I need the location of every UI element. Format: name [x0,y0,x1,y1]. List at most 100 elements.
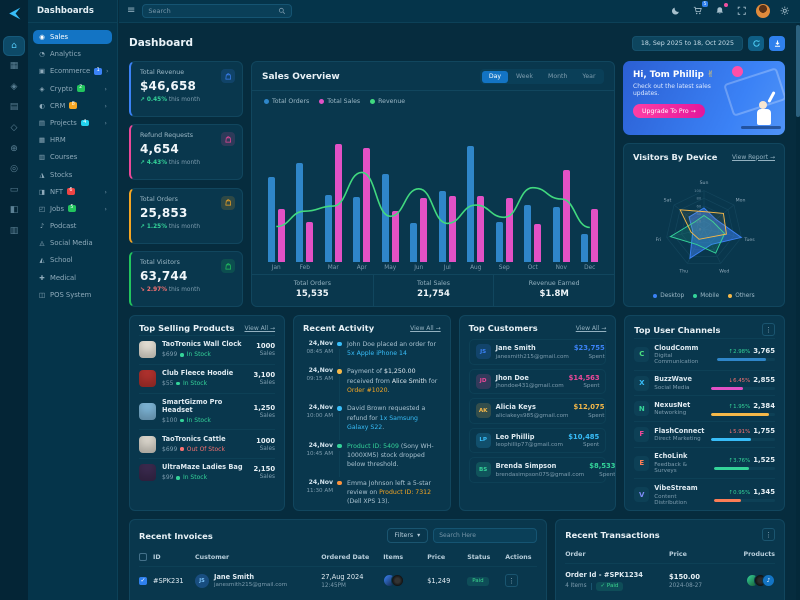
bar-total-sales[interactable] [534,224,542,262]
bar-total-orders[interactable] [524,205,532,262]
date-range-picker[interactable]: 18, Sep 2025 to 18, Oct 2025 [631,35,743,51]
legend-item[interactable]: Desktop [653,293,684,299]
bar-total-orders[interactable] [267,177,275,262]
view-all-link[interactable]: View All → [410,324,441,332]
sidebar-item[interactable]: ◐ CRM 8 › [33,99,112,113]
bar-total-orders[interactable] [353,197,361,262]
period-tab[interactable]: Week [516,73,533,80]
user-avatar[interactable] [756,4,770,18]
legend-item[interactable]: Revenue [370,98,405,105]
bar-total-sales[interactable] [391,211,399,262]
sidebar-item[interactable]: ♪ Podcast [33,219,112,233]
bar-total-sales[interactable] [505,198,513,262]
rail-icon[interactable]: ▭ [4,181,24,199]
kebab-menu-button[interactable]: ⋮ [761,323,775,336]
rail-icon[interactable]: ◎ [4,160,24,178]
sidebar-item[interactable]: ▤ Projects 4 › [33,116,112,130]
rail-icon[interactable]: ⊕ [4,140,24,158]
view-all-link[interactable]: View All → [575,324,607,332]
filters-dropdown[interactable]: Filters ▾ [386,528,429,543]
download-button[interactable] [769,35,785,51]
channel-name: FlashConnect [654,426,705,435]
customer-email: brendasimpson075@gmail.com [495,471,585,478]
sidebar-item[interactable]: ✚ Medical [33,271,112,285]
scrollbar-thumb[interactable] [796,25,800,117]
select-all-checkbox[interactable] [139,553,147,561]
bar-total-sales[interactable] [363,147,371,262]
sidebar-item[interactable]: ◬ Social Media [33,236,112,250]
rail-icon[interactable]: ◇ [4,119,24,137]
cart-icon[interactable]: 5 [690,0,708,19]
bar-total-sales[interactable] [477,195,485,262]
bar-total-orders[interactable] [438,191,446,262]
legend-dot [264,99,269,104]
sidebar-item[interactable]: ▣ Ecommerce 1 › [33,64,112,78]
rail-icon[interactable]: ◧ [4,201,24,219]
bar-total-orders[interactable] [381,173,389,262]
invoice-search-box[interactable] [433,528,538,543]
hamburger-menu-icon[interactable]: ≡ [127,5,136,16]
customer-row: JS Jane Smith janesmith215@gmail.com $23… [468,339,607,365]
rail-icon[interactable]: ⌂ [4,36,24,55]
sidebar-item[interactable]: ◭ School [33,253,112,267]
rail-icon[interactable]: ◈ [4,78,24,96]
legend-item[interactable]: Total Sales [319,98,360,105]
view-all-link[interactable]: View All → [244,324,276,332]
invoice-search-input[interactable] [439,532,532,539]
app-logo[interactable] [6,5,23,22]
sidebar-item[interactable]: ◫ POS System [33,288,112,302]
bar-total-sales[interactable] [334,144,342,262]
fullscreen-icon[interactable] [734,4,749,19]
rail-icon[interactable]: ▦ [4,57,24,75]
legend-item[interactable]: Total Orders [264,98,309,105]
bar-total-orders[interactable] [296,162,304,262]
search-box[interactable] [142,4,293,18]
customer-amount: $10,485 [568,432,600,441]
products-title: Top Selling Products [139,323,235,333]
sidebar-item[interactable]: ◉ Sales [33,30,112,44]
invoice-row[interactable]: ✓ #SPK231 JS Jane Smith janesmith215@gma… [139,567,537,595]
bar-total-sales[interactable] [277,208,285,262]
sidebar-item[interactable]: ▦ HRM [33,133,112,147]
bar-total-orders[interactable] [552,206,560,262]
view-report-link[interactable]: View Report → [732,153,775,161]
legend-item[interactable]: Mobile [693,293,719,299]
period-tab[interactable]: Year [582,73,596,80]
bar-total-orders[interactable] [410,223,418,262]
sidebar-item[interactable]: ◔ Analytics [33,47,112,61]
bar-total-sales[interactable] [448,195,456,262]
sidebar-item[interactable]: ▥ Courses [33,150,112,164]
bar-total-sales[interactable] [306,221,314,262]
bar-total-orders[interactable] [324,194,332,262]
period-tab[interactable]: Day [481,70,509,83]
svg-text:100: 100 [694,189,702,193]
legend-item[interactable]: Others [728,293,755,299]
period-tab[interactable]: Month [547,73,568,80]
stat-title: Refund Requests [140,132,194,140]
row-checkbox[interactable]: ✓ [139,576,147,585]
legend-dot [693,294,698,298]
sidebar-item[interactable]: ◈ Crypto 2 › [33,82,112,96]
row-actions-button[interactable]: ⋮ [505,574,519,588]
sidebar-item-label: Projects [50,118,77,127]
refresh-button[interactable] [748,35,764,51]
theme-toggle-moon-icon[interactable] [668,4,683,19]
sidebar-item[interactable]: ◰ Jobs 5 › [33,202,112,216]
notifications-bell-icon[interactable] [712,2,728,19]
bar-total-orders[interactable] [581,233,589,262]
settings-gear-icon[interactable] [777,4,792,19]
bar-total-sales[interactable] [420,198,428,262]
bar-group: Jun [405,109,434,274]
rail-icon[interactable]: ▤ [4,98,24,116]
upgrade-to-pro-button[interactable]: Upgrade To Pro → [633,104,705,118]
sidebar-item[interactable]: ◨ NFT 6 › [33,185,112,199]
bar-total-orders[interactable] [467,146,475,262]
transaction-row[interactable]: Order Id - #SPK1234 4 Items ✓ Paid $150.… [565,564,775,598]
bar-total-orders[interactable] [495,221,503,262]
bar-total-sales[interactable] [591,208,599,262]
sidebar-item[interactable]: ◮ Stocks [33,168,112,182]
rail-icon[interactable]: ▥ [4,222,24,240]
kebab-menu-button[interactable]: ⋮ [761,528,775,541]
search-input[interactable] [148,7,275,15]
bar-total-sales[interactable] [562,169,570,262]
